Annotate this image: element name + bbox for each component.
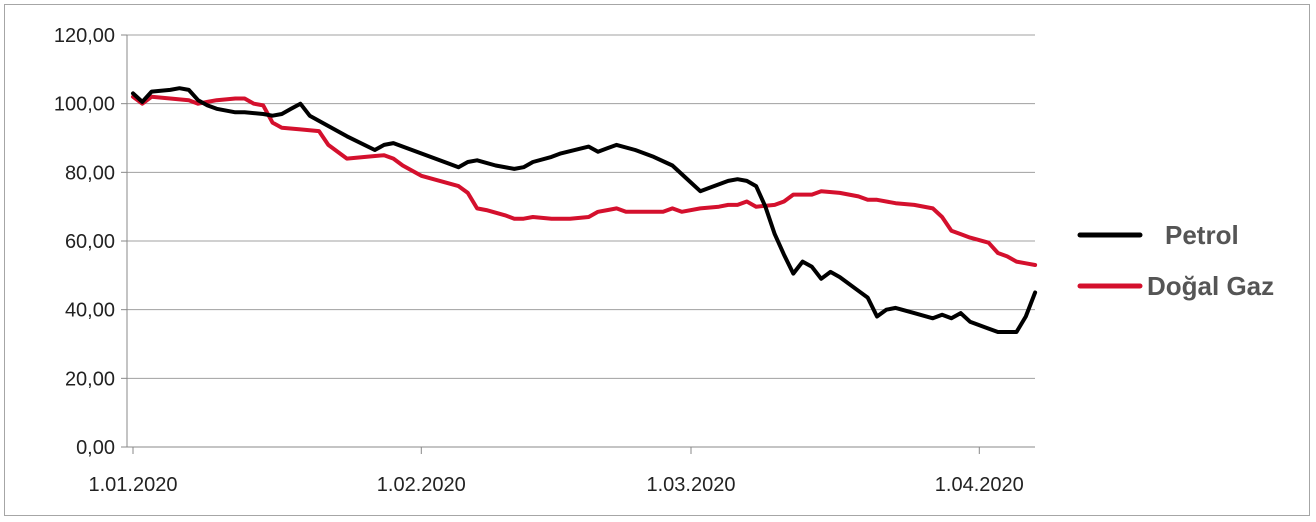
y-tick-label: 0,00 — [76, 437, 115, 459]
y-tick-labels: 0,00 20,00 40,00 60,00 80,00 100,00 120,00 — [54, 25, 115, 459]
x-tick-label: 1.02.2020 — [377, 474, 466, 496]
x-tick-label: 1.04.2020 — [935, 474, 1024, 496]
gridlines — [121, 34, 1035, 448]
series-line-petrol — [131, 86, 1038, 334]
y-tick-label: 120,00 — [54, 25, 115, 47]
series-line-do-al-gaz — [131, 94, 1038, 267]
y-tick-label: 80,00 — [65, 162, 115, 184]
legend: Petrol Doğal Gaz — [1077, 220, 1274, 301]
legend-label: Petrol — [1165, 220, 1239, 250]
y-tick-label: 100,00 — [54, 94, 115, 116]
x-tick-label: 1.03.2020 — [647, 474, 736, 496]
y-tick-label: 20,00 — [65, 368, 115, 390]
y-tick-label: 60,00 — [65, 231, 115, 253]
series-lines — [131, 86, 1038, 334]
y-tick-label: 40,00 — [65, 300, 115, 322]
chart-frame — [4, 4, 1310, 516]
x-tick-labels: 1.01.2020 1.02.2020 1.03.2020 1.04.2020 — [89, 474, 1024, 496]
legend-label: Doğal Gaz — [1147, 271, 1274, 301]
x-tick-label: 1.01.2020 — [89, 474, 178, 496]
axes — [126, 35, 1035, 454]
